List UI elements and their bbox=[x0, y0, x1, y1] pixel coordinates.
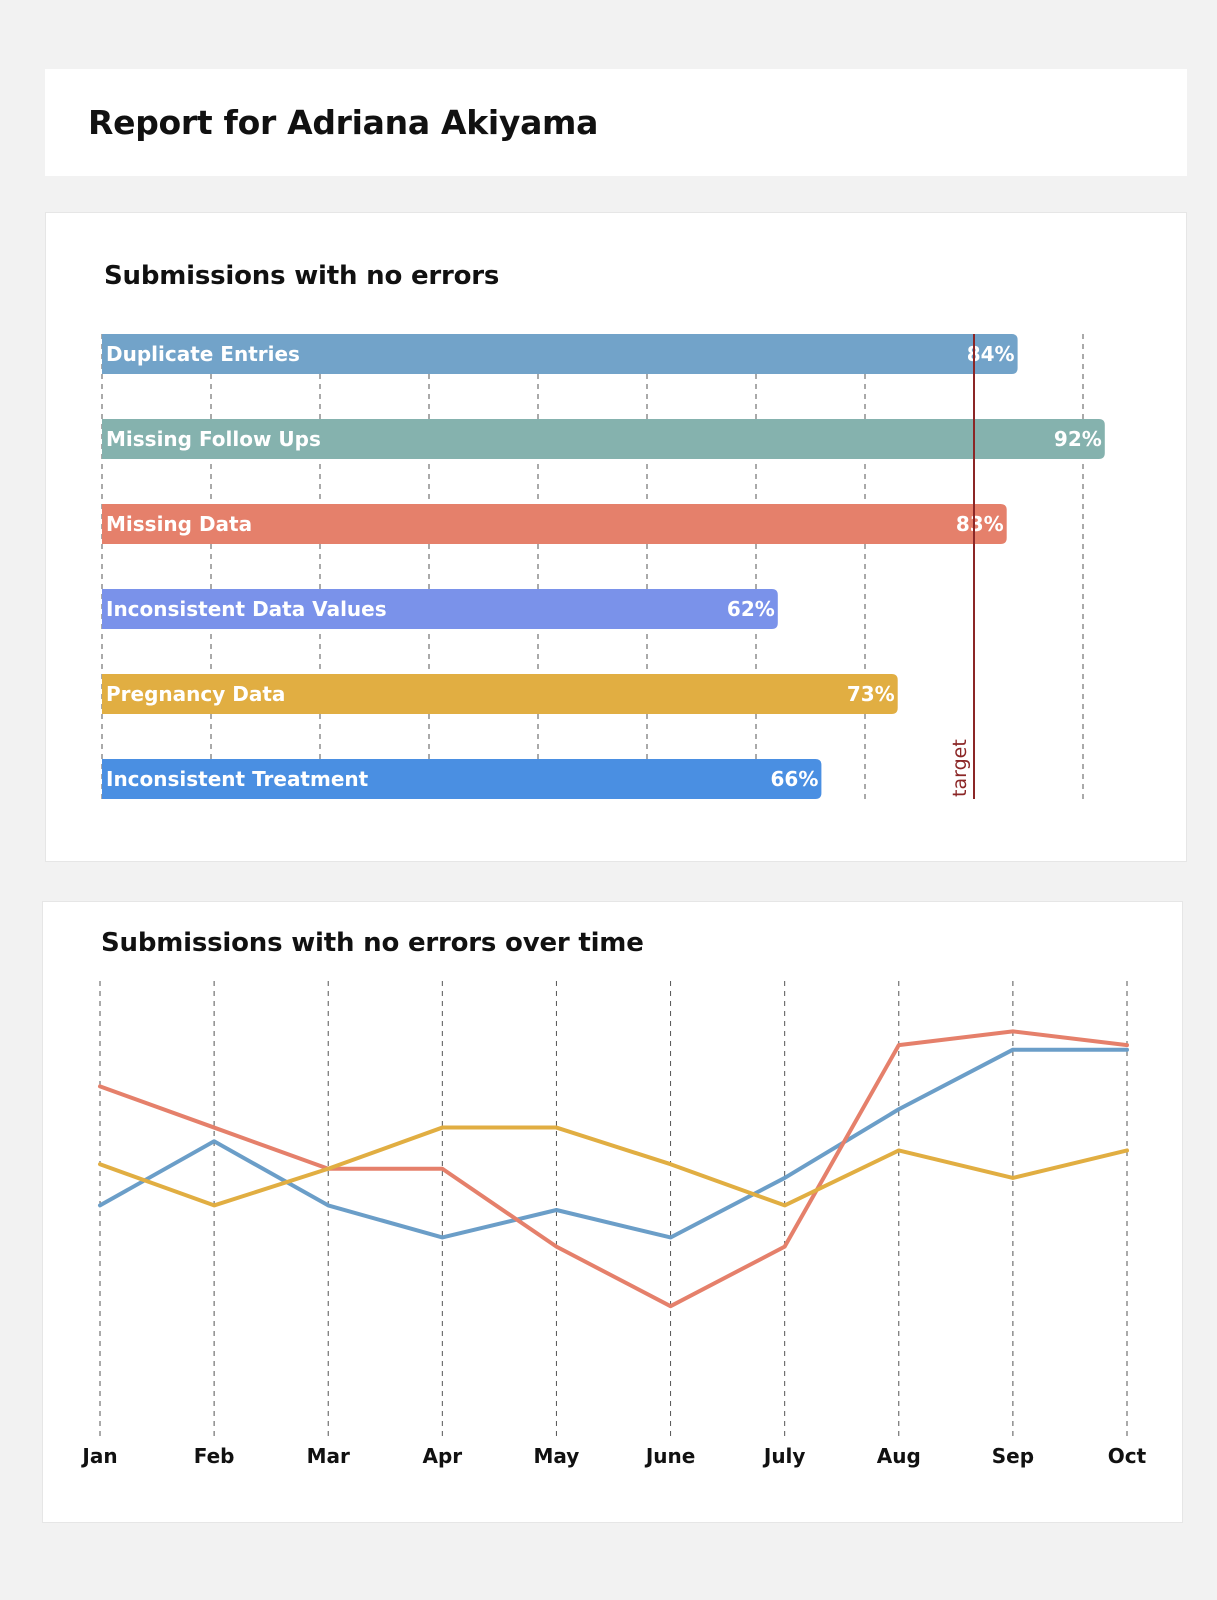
bar-duplicate-entries: Duplicate Entries 84% bbox=[102, 334, 1018, 374]
bar-value-label: 66% bbox=[771, 767, 819, 791]
bar-value-label: 92% bbox=[1054, 427, 1102, 451]
x-tick-apr: Apr bbox=[422, 1444, 462, 1468]
bar-value-label: 73% bbox=[847, 682, 895, 706]
x-tick-feb: Feb bbox=[194, 1444, 235, 1468]
bar-category-label: Missing Follow Ups bbox=[106, 427, 321, 451]
bar-missing-data: Missing Data 83% bbox=[102, 504, 1007, 544]
x-tick-july: July bbox=[762, 1444, 806, 1468]
x-tick-june: June bbox=[644, 1444, 695, 1468]
bar-category-label: Inconsistent Treatment bbox=[106, 767, 369, 791]
bar-pregnancy-data: Pregnancy Data 73% bbox=[102, 674, 898, 714]
bar-value-label: 83% bbox=[956, 512, 1004, 536]
series-line-3 bbox=[98, 1125, 1129, 1208]
x-tick-aug: Aug bbox=[877, 1444, 921, 1468]
target-label: target bbox=[949, 739, 971, 797]
bar-missing-follow-ups: Missing Follow Ups 92% bbox=[102, 419, 1105, 459]
x-tick-sep: Sep bbox=[992, 1444, 1034, 1468]
line-grid bbox=[99, 981, 1128, 1439]
x-tick-mar: Mar bbox=[307, 1444, 350, 1468]
bar-rect bbox=[102, 504, 1007, 544]
bar-chart-title: Submissions with no errors bbox=[104, 261, 500, 291]
bar-category-label: Inconsistent Data Values bbox=[106, 597, 387, 621]
bar-category-label: Missing Data bbox=[106, 512, 252, 536]
bar-rect bbox=[102, 589, 778, 629]
bar-value-label: 62% bbox=[727, 597, 775, 621]
bar-chart: Duplicate Entries 84% Missing Follow Ups 92… bbox=[101, 334, 1105, 799]
bar-grid bbox=[101, 334, 1084, 799]
bar-rect bbox=[102, 759, 822, 799]
bar-rect bbox=[102, 334, 1018, 374]
header-card: Report for Adriana Akiyama bbox=[45, 69, 1187, 176]
x-tick-oct: Oct bbox=[1108, 1444, 1147, 1468]
bar-category-label: Pregnancy Data bbox=[106, 682, 285, 706]
line-chart-title: Submissions with no errors over time bbox=[101, 928, 644, 958]
bar-rect bbox=[102, 419, 1105, 459]
bar-category-label: Duplicate Entries bbox=[106, 342, 300, 366]
bar-inconsistent-data-values: Inconsistent Data Values 62% bbox=[102, 589, 778, 629]
bar-inconsistent-treatment: Inconsistent Treatment 66% bbox=[102, 759, 822, 799]
x-tick-may: May bbox=[534, 1444, 580, 1468]
series-line-1 bbox=[98, 1047, 1129, 1240]
bar-rect bbox=[102, 674, 898, 714]
line-chart-card: Submissions with no errors over time Jan… bbox=[42, 901, 1183, 1523]
bar-chart-card: Submissions with no errors Duplicate Ent… bbox=[45, 212, 1187, 862]
page-title: Report for Adriana Akiyama bbox=[88, 103, 599, 142]
line-chart: Jan Feb Mar Apr May June July Aug Sep Oct bbox=[80, 981, 1147, 1468]
x-tick-jan: Jan bbox=[80, 1444, 117, 1468]
series-line-2 bbox=[98, 1029, 1129, 1309]
